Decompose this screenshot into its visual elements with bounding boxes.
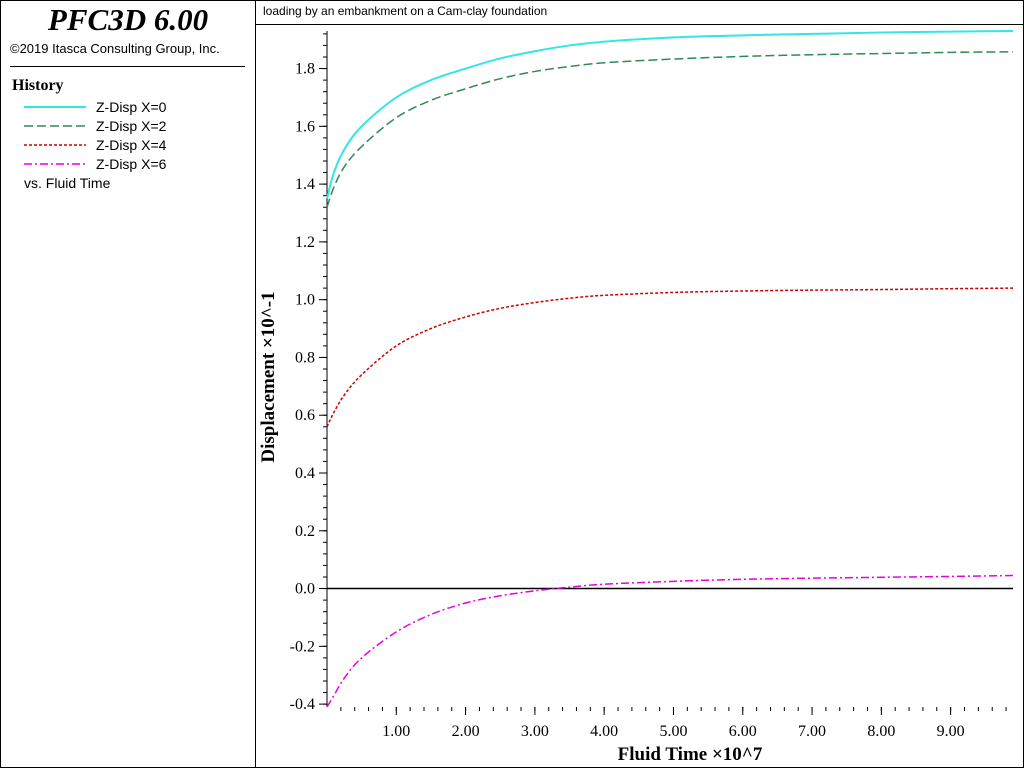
y-tick-label: 1.8 [295, 61, 315, 78]
x-minor-ticks [340, 707, 1007, 711]
legend-label: Z-Disp X=6 [96, 156, 167, 172]
plot-title-bar: loading by an embankment on a Cam-clay f… [256, 0, 1024, 25]
y-tick-label: 0.0 [295, 581, 315, 598]
series-line-z-disp-x-2 [326, 51, 1014, 208]
legend-label: Z-Disp X=4 [96, 137, 167, 153]
legend-swatch-dash-dot [24, 163, 86, 165]
y-tick-label: -0.4 [290, 696, 315, 713]
legend-label: Z-Disp X=0 [96, 99, 167, 115]
series-line-z-disp-x-6 [326, 574, 1014, 708]
legend-vs-label: vs. Fluid Time [24, 175, 111, 191]
y-tick-label: 1.2 [295, 234, 315, 251]
x-tick-label: 2.00 [452, 723, 480, 740]
x-tick-label: 7.00 [798, 723, 826, 740]
legend-item-z-disp-x6: Z-Disp X=6 [24, 155, 254, 174]
y-minor-ticks [323, 33, 327, 705]
series-line-z-disp-x-0 [326, 30, 1014, 199]
series-line-z-disp-x-4 [326, 287, 1014, 428]
y-tick-label: 0.6 [295, 407, 315, 424]
x-tick-label: 4.00 [590, 723, 618, 740]
x-tick-label: 1.00 [382, 723, 410, 740]
legend-swatch-long-dash [24, 125, 86, 127]
chart-canvas: -0.4 -0.2 0.0 0.2 0.4 0.6 0.8 1.0 1.2 1.4 1.6 1.8 1… [258, 30, 1014, 765]
legend-swatch-short-dash [24, 144, 86, 146]
y-tick-label: 0.2 [295, 523, 315, 540]
y-tick-label: 1.4 [295, 176, 315, 193]
plot-title: loading by an embankment on a Cam-clay f… [263, 4, 548, 18]
y-tick-label: 1.6 [295, 118, 315, 135]
y-major-ticks: -0.4 -0.2 0.0 0.2 0.4 0.6 0.8 1.0 1.2 1.4 1.6 1.8 [290, 61, 327, 713]
x-tick-label: 6.00 [729, 723, 757, 740]
legend-title: History [12, 77, 64, 94]
y-tick-label: 0.8 [295, 349, 315, 366]
copyright-text: ©2019 Itasca Consulting Group, Inc. [10, 41, 220, 56]
app-title: PFC3D 6.00 [47, 2, 209, 37]
legend-item-z-disp-x4: Z-Disp X=4 [24, 136, 254, 155]
y-tick-label: -0.2 [290, 638, 315, 655]
legend-item-z-disp-x0: Z-Disp X=0 [24, 98, 254, 117]
x-tick-label: 8.00 [867, 723, 895, 740]
series-layer [326, 30, 1014, 708]
y-axis-title: Displacement ×10^-1 [258, 291, 279, 462]
x-axis-title: Fluid Time ×10^7 [618, 744, 763, 765]
x-major-ticks: 1.00 2.00 3.00 4.00 5.00 6.00 7.00 8.00 9.00 [382, 707, 965, 740]
y-tick-label: 0.4 [295, 465, 315, 482]
x-tick-label: 5.00 [659, 723, 687, 740]
x-tick-label: 3.00 [521, 723, 549, 740]
legend-swatch-solid [24, 106, 86, 108]
legend-panel: PFC3D 6.00 ©2019 Itasca Consulting Group… [0, 0, 256, 768]
legend-label: Z-Disp X=2 [96, 118, 167, 134]
y-tick-label: 1.0 [295, 292, 315, 309]
x-tick-label: 9.00 [937, 723, 965, 740]
legend-item-z-disp-x2: Z-Disp X=2 [24, 117, 254, 136]
legend-divider [10, 66, 245, 67]
